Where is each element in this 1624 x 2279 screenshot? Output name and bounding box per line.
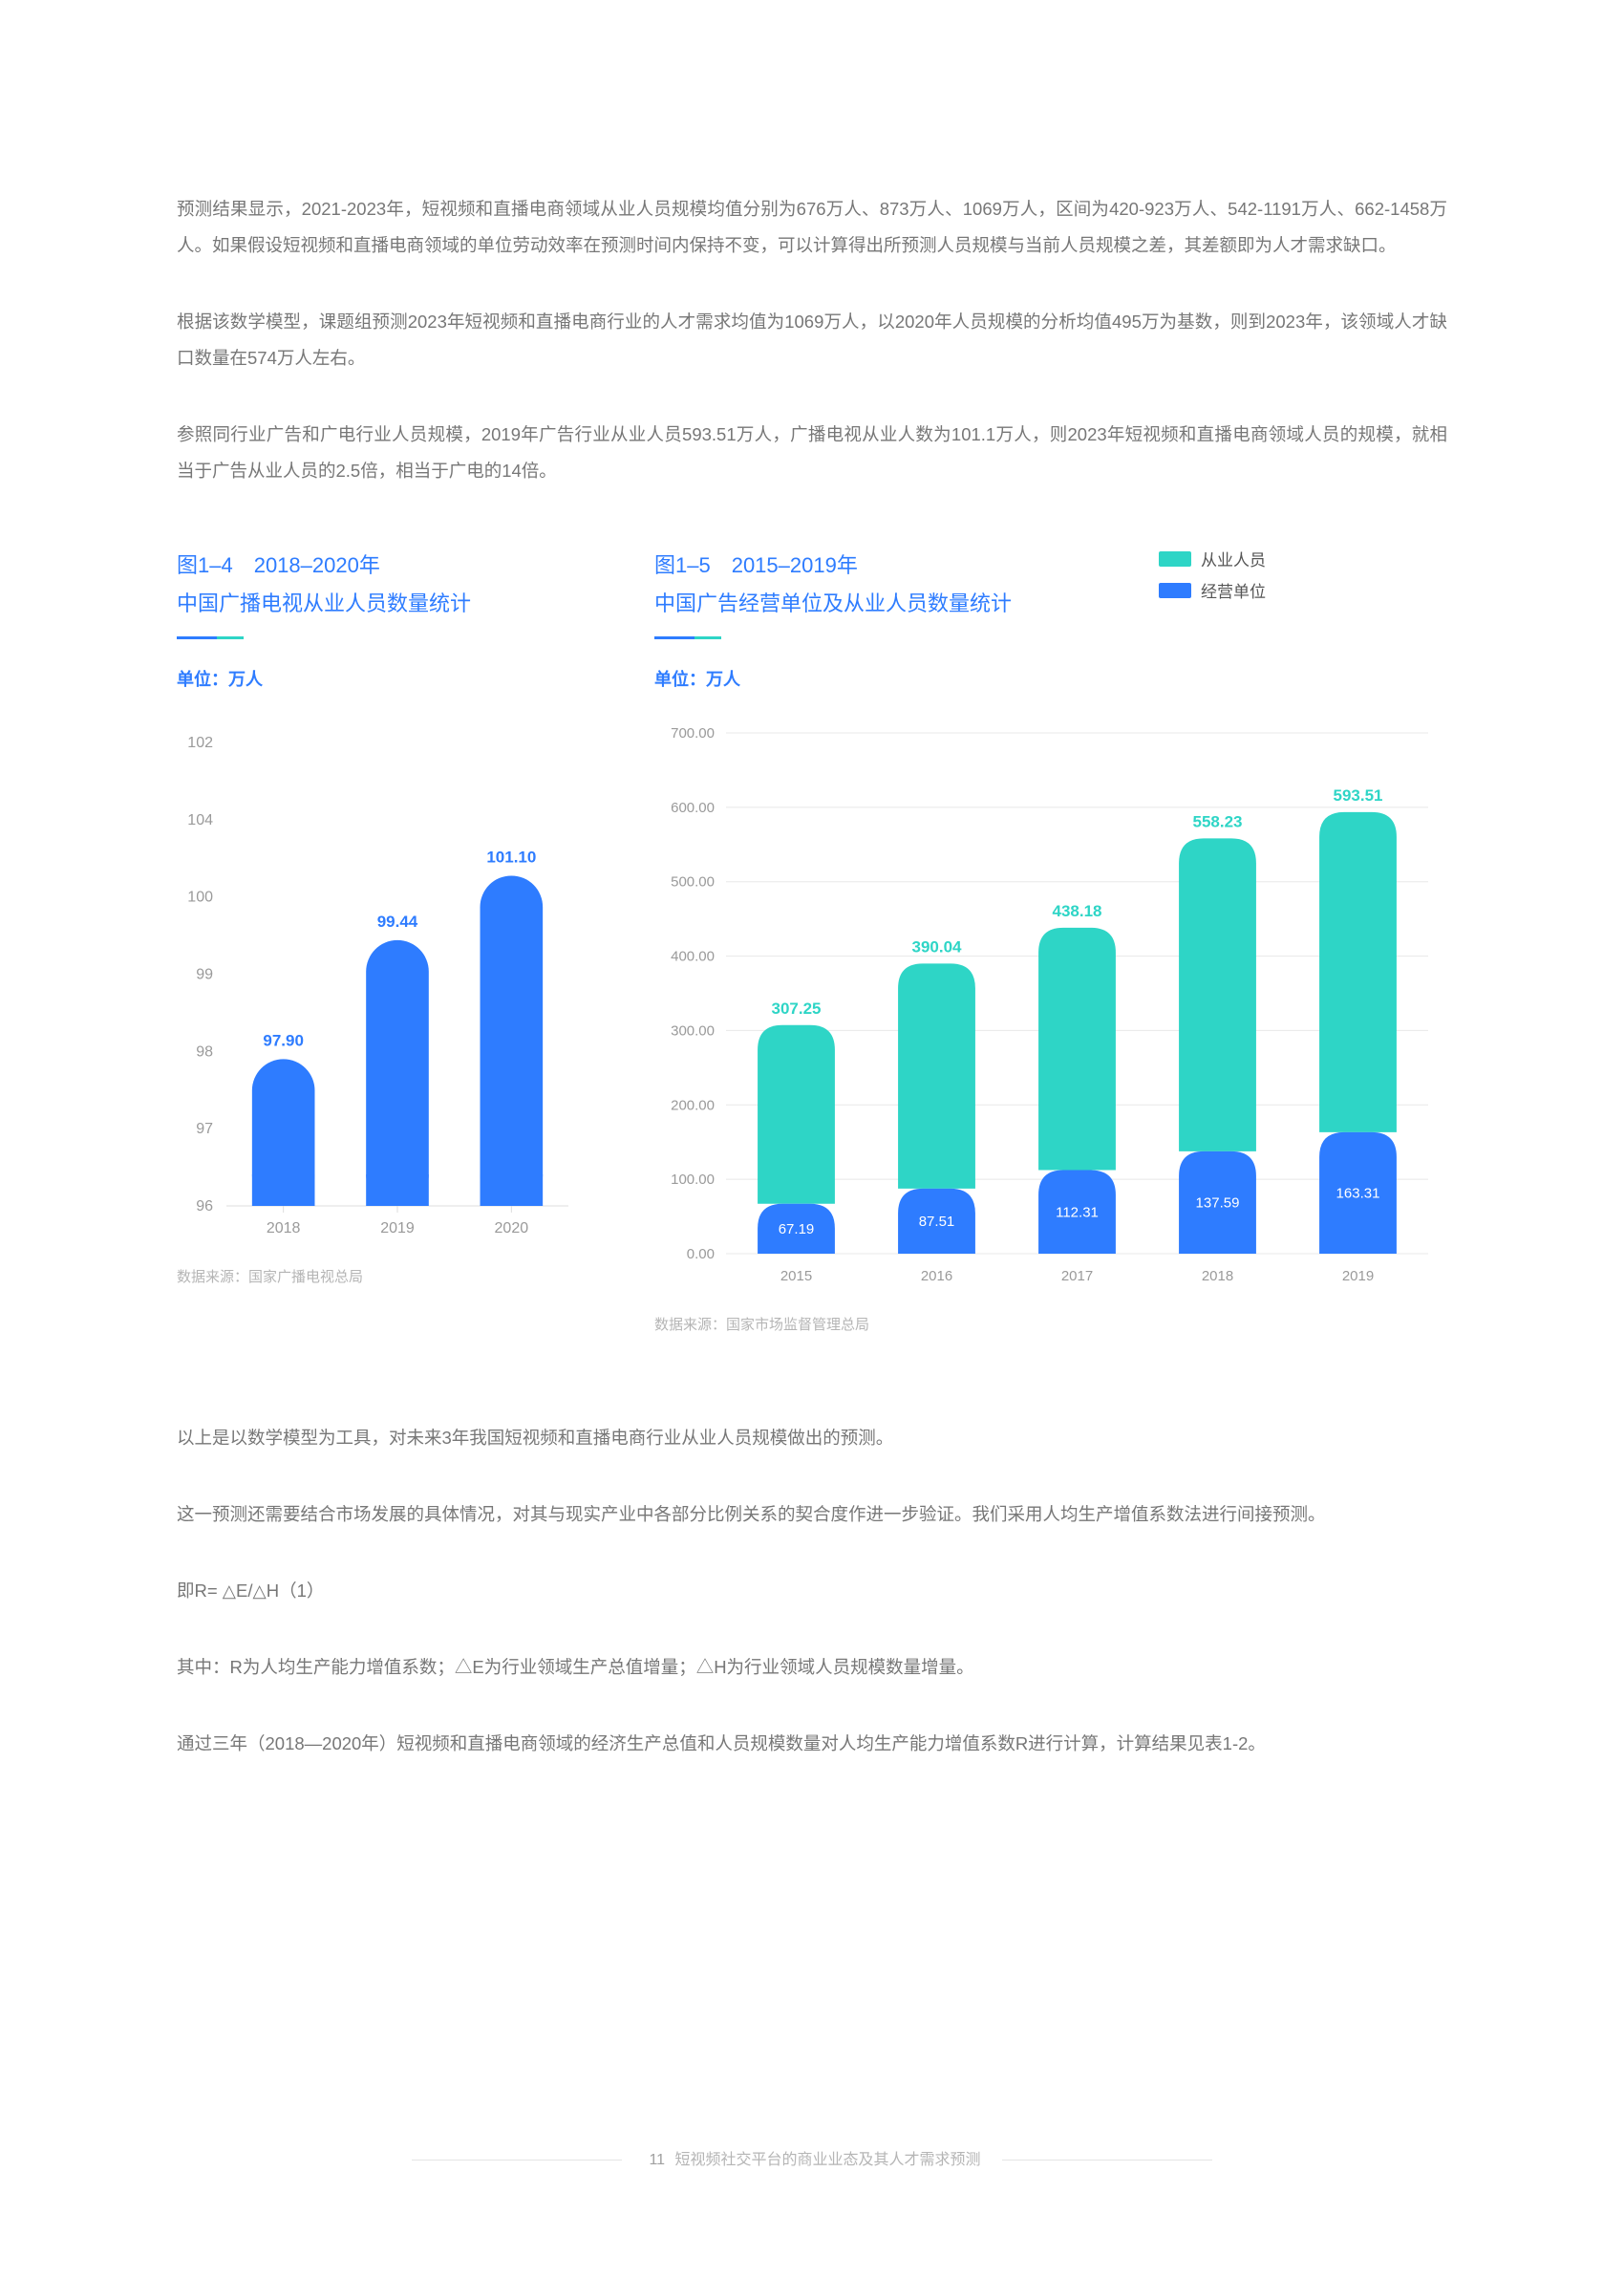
- svg-text:700.00: 700.00: [671, 725, 715, 742]
- svg-text:99.44: 99.44: [377, 913, 418, 931]
- svg-text:112.31: 112.31: [1056, 1204, 1099, 1220]
- svg-text:100: 100: [187, 890, 213, 906]
- svg-text:99: 99: [196, 967, 213, 983]
- svg-text:67.19: 67.19: [779, 1221, 815, 1237]
- svg-text:2019: 2019: [380, 1220, 415, 1236]
- legend-label: 经营单位: [1201, 578, 1266, 602]
- chart-left-source: 数据来源：国家广播电视总局: [177, 1266, 588, 1286]
- chart-right-title-line2: 中国广告经营单位及从业人员数量统计: [654, 585, 1447, 623]
- svg-text:102: 102: [187, 735, 213, 751]
- title-underline-icon: [654, 636, 721, 639]
- svg-text:100.00: 100.00: [671, 1172, 715, 1188]
- paragraph-1: 预测结果显示，2021-2023年，短视频和直播电商领域从业人员规模均值分别为6…: [177, 191, 1447, 264]
- paragraph-2: 根据该数学模型，课题组预测2023年短视频和直播电商行业的人才需求均值为1069…: [177, 304, 1447, 376]
- chart-left: 96 97 98 99 100 104 102 97.90 2018 99.44 2019 101.1…: [177, 714, 588, 1249]
- legend-label: 从业人员: [1201, 547, 1266, 570]
- svg-text:163.31: 163.31: [1336, 1185, 1380, 1201]
- chart-right: 0.00 100.00 200.00 300.00 400.00 500.00 600.00…: [654, 714, 1447, 1297]
- chart-left-title: 图1–4 2018–2020年 中国广播电视从业人员数量统计: [177, 547, 588, 623]
- svg-text:137.59: 137.59: [1196, 1194, 1240, 1211]
- paragraph-6: 即R= △E/△H（1）: [177, 1573, 1447, 1609]
- charts-row: 图1–4 2018–2020年 中国广播电视从业人员数量统计 单位：万人 969…: [177, 547, 1447, 1334]
- paragraph-5: 这一预测还需要结合市场发展的具体情况，对其与现实产业中各部分比例关系的契合度作进…: [177, 1496, 1447, 1533]
- paragraph-4: 以上是以数学模型为工具，对未来3年我国短视频和直播电商行业从业人员规模做出的预测…: [177, 1420, 1447, 1456]
- chart-right-block: 图1–5 2015–2019年 中国广告经营单位及从业人员数量统计 单位：万人 …: [654, 547, 1447, 1334]
- svg-text:200.00: 200.00: [671, 1097, 715, 1113]
- svg-text:2019: 2019: [1342, 1268, 1374, 1284]
- svg-text:0.00: 0.00: [687, 1246, 715, 1262]
- svg-text:97.90: 97.90: [263, 1031, 304, 1049]
- svg-text:2020: 2020: [495, 1220, 529, 1236]
- chart-right-source: 数据来源：国家市场监督管理总局: [654, 1314, 1447, 1334]
- svg-text:101.10: 101.10: [486, 848, 536, 866]
- svg-text:2018: 2018: [1202, 1268, 1233, 1284]
- svg-text:104: 104: [187, 812, 213, 828]
- chart-right-unit: 单位：万人: [654, 666, 1447, 691]
- legend-item-personnel: 从业人员: [1159, 547, 1266, 570]
- paragraph-3: 参照同行业广告和广电行业人员规模，2019年广告行业从业人员593.51万人，广…: [177, 417, 1447, 489]
- legend-swatch-icon: [1159, 551, 1191, 567]
- svg-text:500.00: 500.00: [671, 874, 715, 891]
- svg-text:593.51: 593.51: [1334, 786, 1383, 805]
- chart-left-title-line2: 中国广播电视从业人员数量统计: [177, 585, 588, 623]
- page-footer: 11 短视频社交平台的商业业态及其人才需求预测: [0, 2146, 1624, 2169]
- svg-text:400.00: 400.00: [671, 949, 715, 965]
- chart-left-title-line1: 图1–4 2018–2020年: [177, 547, 588, 585]
- title-underline-icon: [177, 636, 244, 639]
- legend-swatch-icon: [1159, 583, 1191, 598]
- svg-text:97: 97: [196, 1121, 213, 1137]
- svg-text:87.51: 87.51: [919, 1214, 955, 1230]
- chart-right-title-line1: 图1–5 2015–2019年: [654, 547, 1447, 585]
- chart-right-title: 图1–5 2015–2019年 中国广告经营单位及从业人员数量统计: [654, 547, 1447, 623]
- svg-text:558.23: 558.23: [1193, 812, 1243, 830]
- page-number: 11: [643, 2152, 671, 2168]
- svg-text:2016: 2016: [921, 1268, 952, 1284]
- paragraph-8: 通过三年（2018—2020年）短视频和直播电商领域的经济生产总值和人员规模数量…: [177, 1726, 1447, 1762]
- svg-text:2018: 2018: [267, 1220, 301, 1236]
- chart-left-block: 图1–4 2018–2020年 中国广播电视从业人员数量统计 单位：万人 969…: [177, 547, 588, 1334]
- svg-text:307.25: 307.25: [772, 1000, 822, 1018]
- svg-text:390.04: 390.04: [912, 937, 963, 956]
- paragraph-7: 其中：R为人均生产能力增值系数；△E为行业领域生产总值增量；△H为行业领域人员规…: [177, 1649, 1447, 1686]
- chart-right-legend: 从业人员 经营单位: [1159, 547, 1266, 602]
- svg-text:300.00: 300.00: [671, 1022, 715, 1039]
- chart-left-unit: 单位：万人: [177, 666, 588, 691]
- svg-text:98: 98: [196, 1043, 213, 1060]
- svg-text:2015: 2015: [780, 1268, 812, 1284]
- legend-item-units: 经营单位: [1159, 578, 1266, 602]
- svg-text:438.18: 438.18: [1053, 902, 1102, 920]
- svg-text:600.00: 600.00: [671, 800, 715, 816]
- svg-text:2017: 2017: [1061, 1268, 1093, 1284]
- footer-title: 短视频社交平台的商业业态及其人才需求预测: [675, 2152, 981, 2168]
- svg-text:96: 96: [196, 1198, 213, 1215]
